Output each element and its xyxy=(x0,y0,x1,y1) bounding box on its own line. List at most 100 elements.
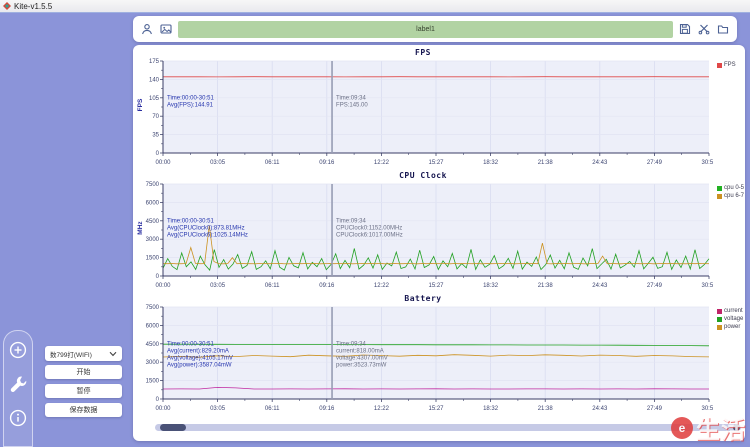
pause-button[interactable]: 暂停 xyxy=(45,384,122,398)
svg-text:Avg(CPUClock0):873.81MHz: Avg(CPUClock0):873.81MHz xyxy=(167,226,245,232)
charts-panel: FPS FPS 00:00 03:05 06:11 09:16 12:22 15:27 18… xyxy=(133,45,745,441)
svg-text:105: 105 xyxy=(149,96,160,102)
legend-item: FPS xyxy=(717,62,747,68)
svg-text:24:43: 24:43 xyxy=(592,283,608,289)
svg-text:15:27: 15:27 xyxy=(428,160,444,166)
svg-text:175: 175 xyxy=(149,59,160,65)
svg-text:Avg(voltage):4105.17mV: Avg(voltage):4105.17mV xyxy=(167,356,233,362)
svg-text:3000: 3000 xyxy=(146,237,160,243)
svg-text:21:38: 21:38 xyxy=(538,160,554,166)
screenshot-icon[interactable] xyxy=(159,22,173,36)
svg-text:27:49: 27:49 xyxy=(647,283,663,289)
svg-text:15:27: 15:27 xyxy=(428,406,444,412)
svg-text:Avg(power):3587.04mW: Avg(power):3587.04mW xyxy=(167,363,232,369)
svg-text:3000: 3000 xyxy=(146,360,160,366)
svg-text:21:38: 21:38 xyxy=(538,283,554,289)
svg-text:30:54: 30:54 xyxy=(701,283,713,289)
svg-text:18:32: 18:32 xyxy=(483,283,499,289)
svg-text:12:22: 12:22 xyxy=(374,283,390,289)
svg-text:03:05: 03:05 xyxy=(210,283,226,289)
svg-text:0: 0 xyxy=(156,151,160,157)
svg-text:140: 140 xyxy=(149,77,160,83)
svg-text:FPS:145.00: FPS:145.00 xyxy=(336,103,368,109)
svg-text:CPUClock6:1017.00MHz: CPUClock6:1017.00MHz xyxy=(336,233,403,239)
svg-text:Time:09:34: Time:09:34 xyxy=(336,96,366,102)
svg-text:Time:09:34: Time:09:34 xyxy=(336,219,366,225)
chart-fps: FPS FPS 00:00 03:05 06:11 09:16 12:22 15:27 18… xyxy=(133,48,745,166)
svg-text:09:16: 09:16 xyxy=(319,283,335,289)
left-rail xyxy=(3,330,33,447)
svg-text:27:49: 27:49 xyxy=(647,406,663,412)
svg-text:00:00: 00:00 xyxy=(155,283,171,289)
svg-text:18:32: 18:32 xyxy=(483,160,499,166)
svg-text:Avg(CPUClock6):1025.14MHz: Avg(CPUClock6):1025.14MHz xyxy=(167,233,248,239)
window-title: Kite-v1.5.5 xyxy=(14,1,53,11)
svg-text:12:22: 12:22 xyxy=(374,406,390,412)
svg-text:30:54: 30:54 xyxy=(701,160,713,166)
svg-text:15:27: 15:27 xyxy=(428,283,444,289)
device-select[interactable]: 数799打(WIFI) xyxy=(45,346,122,361)
svg-text:0: 0 xyxy=(156,397,160,403)
folder-icon[interactable] xyxy=(716,22,730,36)
chart-legend: FPS xyxy=(717,62,747,70)
plot-area[interactable]: 00:00 03:05 06:11 09:16 12:22 15:27 18:32 21:38… xyxy=(133,181,713,289)
start-button[interactable]: 开始 xyxy=(45,365,122,379)
svg-text:24:43: 24:43 xyxy=(592,406,608,412)
scissors-icon[interactable] xyxy=(697,22,711,36)
app-icon xyxy=(3,2,11,10)
svg-text:7500: 7500 xyxy=(146,182,160,188)
wrench-icon[interactable] xyxy=(9,375,27,393)
svg-text:CPUClock0:1152.00MHz: CPUClock0:1152.00MHz xyxy=(336,226,402,232)
info-icon[interactable] xyxy=(9,409,27,427)
legend-item: power xyxy=(717,324,747,330)
chevron-down-icon xyxy=(109,351,117,356)
device-select-value: 数799打(WIFI) xyxy=(50,351,92,359)
save-icon[interactable] xyxy=(678,22,692,36)
add-icon[interactable] xyxy=(9,341,27,359)
svg-text:Time:00:00-30:51: Time:00:00-30:51 xyxy=(167,96,214,102)
chart-legend: cpu 0-5 cpu 6-7 xyxy=(717,185,747,201)
svg-text:6000: 6000 xyxy=(146,200,160,206)
svg-text:Avg(FPS):144.91: Avg(FPS):144.91 xyxy=(167,103,214,109)
chart-title: FPS xyxy=(415,48,431,57)
svg-text:7500: 7500 xyxy=(146,305,160,311)
svg-text:Avg(current):829.20mA: Avg(current):829.20mA xyxy=(167,349,229,355)
chart-battery: Battery 00:00 03:05 06:11 09:16 12:22 15:27 18… xyxy=(133,294,745,412)
person-icon[interactable] xyxy=(140,22,154,36)
svg-text:00:00: 00:00 xyxy=(155,406,171,412)
save-data-button[interactable]: 保存数据 xyxy=(45,403,122,417)
chart-title: CPU Clock xyxy=(399,171,447,180)
svg-text:06:11: 06:11 xyxy=(265,406,280,412)
svg-text:06:11: 06:11 xyxy=(265,160,280,166)
plot-area[interactable]: 00:00 03:05 06:11 09:16 12:22 15:27 18:32 21:38… xyxy=(133,58,713,166)
svg-text:00:00: 00:00 xyxy=(155,160,171,166)
svg-text:35: 35 xyxy=(152,133,159,139)
svg-text:30:54: 30:54 xyxy=(701,406,713,412)
svg-text:06:11: 06:11 xyxy=(265,283,280,289)
svg-text:0: 0 xyxy=(156,274,160,280)
svg-text:voltage:4307.00mV: voltage:4307.00mV xyxy=(336,356,388,362)
svg-text:4500: 4500 xyxy=(146,219,160,225)
svg-text:70: 70 xyxy=(152,114,159,120)
scrollbar-knob[interactable] xyxy=(733,424,740,431)
chart-title: Battery xyxy=(404,294,442,303)
chart-legend: current voltage power xyxy=(717,308,747,332)
svg-text:27:49: 27:49 xyxy=(647,160,663,166)
horizontal-scrollbar[interactable] xyxy=(155,424,741,431)
svg-text:03:05: 03:05 xyxy=(210,160,226,166)
svg-text:18:32: 18:32 xyxy=(483,406,499,412)
svg-text:Time:00:00-30:51: Time:00:00-30:51 xyxy=(167,342,214,348)
svg-text:1500: 1500 xyxy=(146,379,160,385)
control-panel: 数799打(WIFI) 开始 暂停 保存数据 xyxy=(45,346,122,417)
svg-text:1500: 1500 xyxy=(146,256,160,262)
svg-text:21:38: 21:38 xyxy=(538,406,554,412)
legend-item: cpu 6-7 xyxy=(717,193,747,199)
legend-item: current xyxy=(717,308,747,314)
scrollbar-thumb[interactable] xyxy=(160,424,186,431)
svg-text:Time:09:34: Time:09:34 xyxy=(336,342,366,348)
svg-text:12:22: 12:22 xyxy=(374,160,390,166)
window-titlebar: Kite-v1.5.5 xyxy=(0,0,750,13)
plot-area[interactable]: 00:00 03:05 06:11 09:16 12:22 15:27 18:32 21:38… xyxy=(133,304,713,412)
label-input[interactable]: label1 xyxy=(178,20,673,38)
app-background: label1 FPS FPS 00:00 03:05 06:11 09:16 12:22… xyxy=(0,13,750,447)
